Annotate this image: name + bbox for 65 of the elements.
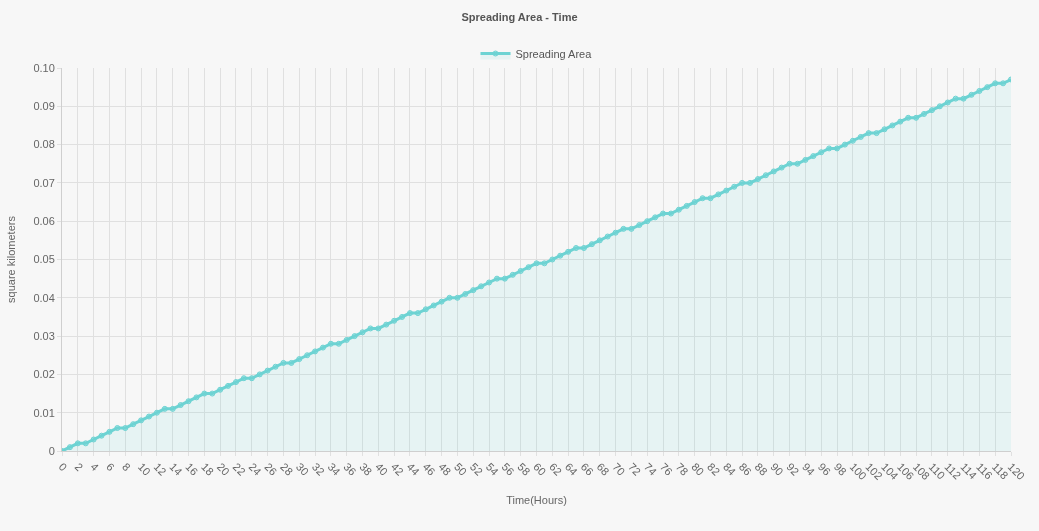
x-tick-label: 2 (72, 460, 86, 474)
x-tick-label: 14 (167, 460, 185, 478)
x-tick-label: 38 (357, 460, 375, 478)
x-tick-label: 28 (278, 460, 296, 478)
x-tick-label: 48 (436, 460, 454, 478)
x-tick-label: 68 (594, 460, 612, 478)
x-tick-label: 76 (657, 460, 675, 478)
x-tick-label: 10 (135, 460, 153, 478)
y-tick-label: 0.10 (33, 61, 55, 74)
x-tick-label: 0 (56, 460, 70, 474)
x-tick-label: 74 (641, 460, 660, 478)
x-tick-label: 46 (420, 460, 438, 478)
x-tick-label: 78 (673, 460, 691, 478)
x-tick-label: 72 (626, 460, 644, 478)
x-tick-label: 30 (293, 460, 312, 478)
y-axis-title: square kilometers (5, 215, 18, 303)
y-tick-label: 0.05 (33, 253, 55, 266)
x-tick-label: 6 (104, 460, 117, 474)
x-tick-label: 42 (388, 460, 406, 478)
x-tick-label: 16 (183, 460, 201, 478)
x-tick-label: 40 (373, 460, 391, 478)
x-tick-label: 94 (800, 460, 818, 478)
y-tick-label: 0.09 (33, 100, 55, 113)
x-tick-label: 64 (562, 460, 580, 478)
x-tick-label: 12 (151, 460, 169, 478)
x-tick-label: 22 (230, 460, 248, 478)
chart-title: Spreading Area - Time (461, 10, 578, 23)
y-tick-label: 0 (48, 444, 55, 457)
x-tick-label: 50 (452, 460, 470, 478)
x-tick-label: 80 (689, 460, 707, 478)
y-tick-label: 0.07 (33, 176, 55, 189)
x-tick-label: 90 (768, 460, 786, 478)
x-tick-label: 70 (610, 460, 628, 478)
x-tick-label: 84 (721, 460, 739, 478)
x-tick-label: 18 (199, 460, 217, 478)
x-tick-label: 66 (578, 460, 596, 478)
x-tick-label: 86 (736, 460, 754, 478)
y-tick-label: 0.03 (33, 329, 55, 342)
x-tick-label: 8 (119, 460, 133, 474)
y-tick-label: 0.08 (33, 138, 55, 151)
x-tick-label: 24 (246, 460, 264, 478)
x-tick-label: 62 (547, 460, 565, 478)
x-axis-title: Time(Hours) (506, 494, 567, 507)
x-tick-label: 32 (309, 460, 327, 478)
x-tick-label: 58 (515, 460, 533, 478)
x-tick-label: 4 (88, 460, 102, 474)
x-tick-label: 88 (752, 460, 770, 478)
x-tick-label: 20 (214, 460, 233, 478)
y-tick-label: 0.02 (33, 368, 55, 381)
y-tick-label: 0.04 (33, 291, 55, 304)
y-tick-label: 0.06 (33, 215, 55, 228)
x-tick-label: 34 (325, 460, 343, 478)
x-tick-label: 54 (483, 460, 501, 478)
y-tick-label: 0.01 (33, 406, 55, 419)
x-tick-label: 92 (784, 460, 802, 478)
x-tick-label: 44 (404, 460, 422, 478)
x-tick-label: 52 (467, 460, 486, 478)
legend-label: Spreading Area (515, 47, 593, 60)
x-tick-label: 98 (831, 460, 849, 478)
x-tick-label: 36 (341, 460, 359, 478)
x-tick-label: 82 (705, 460, 723, 478)
x-tick-label: 60 (531, 460, 549, 478)
x-tick-label: 56 (499, 460, 517, 478)
x-tick-label: 96 (815, 460, 834, 478)
x-tick-label: 26 (262, 460, 280, 478)
